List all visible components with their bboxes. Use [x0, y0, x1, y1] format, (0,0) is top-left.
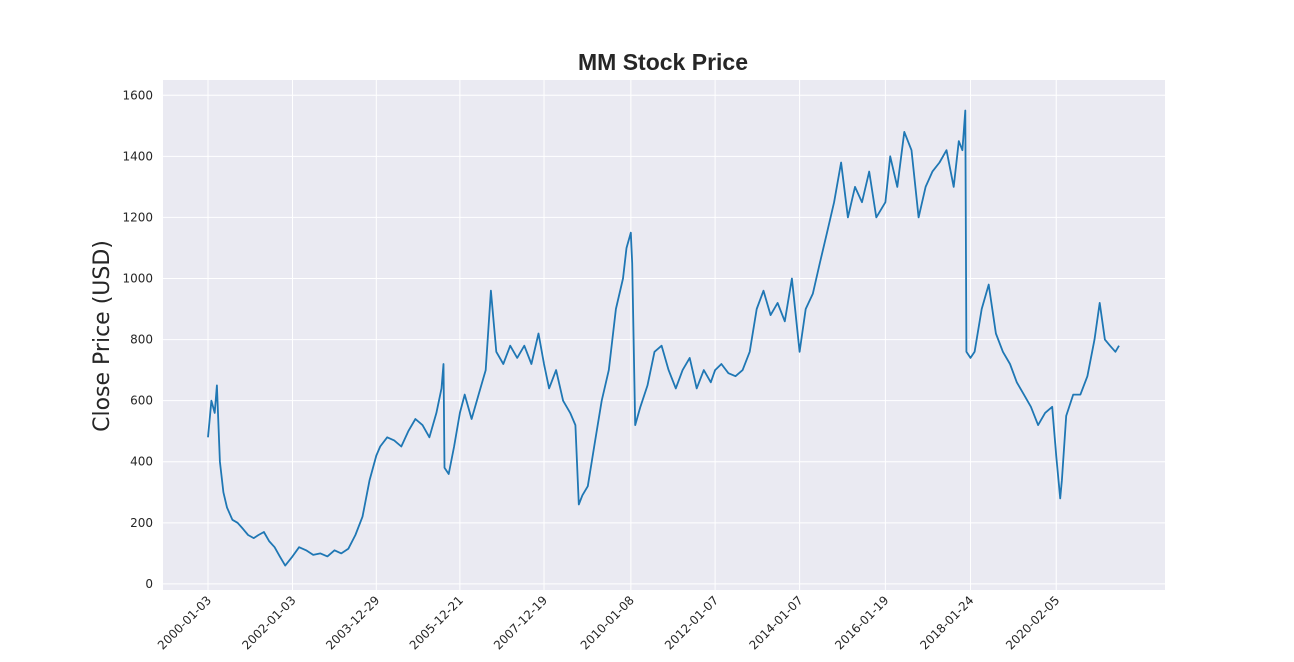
y-tick-label: 1000	[122, 272, 153, 286]
y-axis-label: Close Price (USD)	[90, 240, 115, 432]
y-tick-label: 0	[145, 577, 153, 591]
y-tick-label: 1600	[122, 88, 153, 102]
y-tick-label: 1400	[122, 149, 153, 163]
price-series-line	[207, 109, 1120, 567]
y-axis-ticks: 0 200 400 600 800 1000 1200 1400 1600	[122, 88, 153, 591]
y-tick-label: 1200	[122, 210, 153, 224]
chart-title: MM Stock Price	[578, 49, 748, 75]
y-tick-label: 200	[130, 516, 153, 530]
y-tick-label: 400	[130, 455, 153, 469]
plot-area	[163, 80, 1165, 590]
y-tick-label: 600	[130, 394, 153, 408]
y-tick-label: 800	[130, 333, 153, 347]
